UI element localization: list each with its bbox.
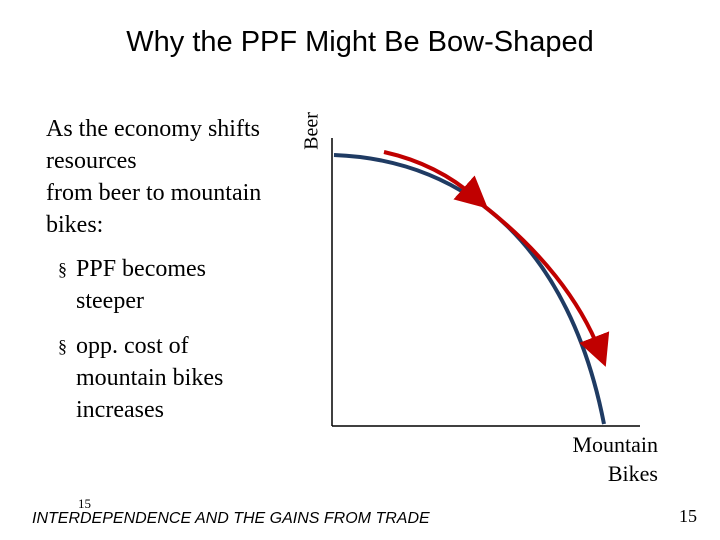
bullet-line: opp. cost of [76,333,189,359]
y-axis-label-text: Beer [300,112,323,150]
bullet-icon: § [58,336,67,356]
lower-shift-arrow [482,204,610,367]
bullet-line: steeper [76,288,144,314]
y-axis-label: Beer [300,95,324,167]
bullet-icon: § [58,259,67,279]
bullet-line: increases [76,397,164,423]
intro-line: As the economy shifts [46,116,260,142]
intro-line: bikes: [46,212,104,238]
footer-text: INTERDEPENDENCE AND THE GAINS FROM TRADE [32,510,430,527]
x-axis-label: Mountain Bikes [572,430,658,488]
intro-text: As the economy shifts resources from bee… [46,113,296,241]
bullet-line: PPF becomes [76,256,207,282]
slide-title: Why the PPF Might Be Bow-Shaped [126,26,594,58]
intro-line: from beer to mountain [46,180,262,206]
footer-small-number: 15 [78,496,91,511]
bullet-line: mountain bikes [76,365,224,391]
intro-line: resources [46,148,137,174]
x-axis-label-line: Bikes [607,461,658,486]
x-axis-label-line: Mountain [572,432,658,457]
upper-shift-arrow [383,150,488,209]
page-number: 15 [679,506,697,526]
